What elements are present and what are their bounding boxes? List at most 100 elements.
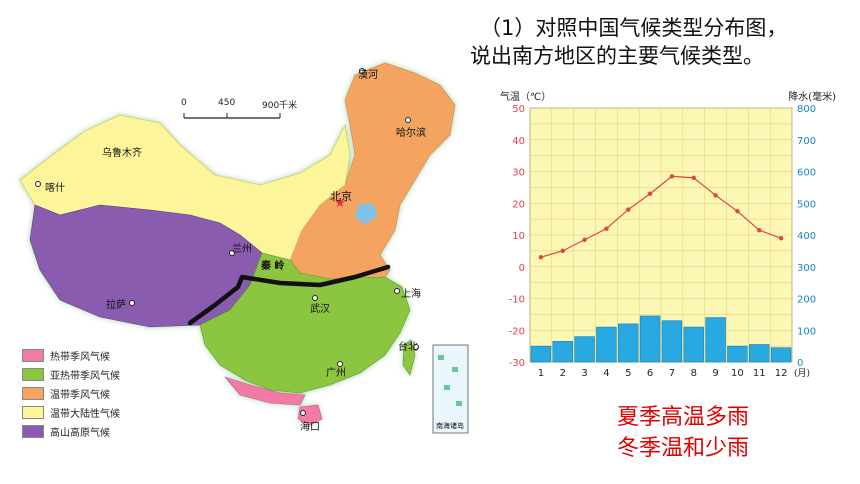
right-tick-label: 500 (797, 199, 816, 210)
city-lanzhou: 兰州 (232, 244, 252, 255)
left-tick-label: 0 (519, 263, 525, 274)
left-tick-label: 40 (512, 136, 525, 147)
label-qinling: 秦 岭 (261, 261, 285, 272)
precip-bar (552, 341, 573, 363)
precip-bar (530, 345, 552, 363)
question-line-1: （1）对照中国气候类型分布图， (480, 16, 788, 40)
temperature-point (691, 175, 696, 181)
legend-swatch (22, 349, 44, 362)
city-lhasa: 拉萨 (106, 300, 126, 311)
right-tick-label: 800 (797, 104, 816, 115)
x-tick-label: 9 (712, 368, 718, 379)
precip-bar (596, 326, 617, 363)
right-tick-label: 0 (797, 358, 803, 369)
answer-line-2: 冬季温和少雨 (616, 436, 749, 461)
right-tick-label: 200 (797, 295, 816, 306)
region-hainan (297, 404, 323, 426)
city-guangzhou: 广州 (326, 368, 346, 379)
region-temperate-monsoon (289, 62, 456, 280)
legend-item: 高山高原气候 (22, 422, 120, 441)
right-tick-label: 600 (797, 168, 816, 179)
legend-item: 温带季风气候 (22, 384, 120, 403)
x-tick-label: 8 (691, 368, 697, 379)
city-taipei: 台北 (398, 342, 418, 353)
right-tick-label: 400 (797, 231, 816, 242)
x-tick-label: 3 (581, 368, 587, 379)
scale-mid: 450 (218, 98, 236, 108)
climate-chart: 50403020100-10-20-3080070060050040030020… (500, 90, 836, 379)
scale-bar (183, 113, 281, 119)
temperature-point (647, 191, 653, 196)
legend-swatch (22, 425, 44, 438)
right-tick-label: 700 (797, 136, 816, 147)
legend-swatch (22, 387, 44, 400)
region-taiwan (402, 339, 416, 376)
precip-bar (705, 317, 726, 363)
left-tick-label: 50 (512, 104, 525, 115)
precip-bar (770, 347, 792, 363)
temperature-point (735, 208, 740, 214)
map-legend: 热带季风气候 亚热带季风气候 温带季风气候 温带大陆性气候 高山高原气候 (22, 346, 120, 441)
temperature-point (778, 235, 784, 241)
legend-swatch (22, 406, 44, 419)
scale-zero: 0 (181, 98, 187, 108)
temperature-point (757, 228, 762, 233)
temperature-point (604, 226, 609, 231)
x-tick-label: 6 (647, 368, 653, 379)
svg-text:★: ★ (334, 196, 346, 211)
city-wuhan: 武汉 (310, 304, 330, 315)
bohai-sea (355, 203, 378, 225)
x-unit-label: (月) (794, 368, 810, 379)
x-tick-label: 4 (603, 368, 609, 379)
label-south-sea: 南海诸岛 (436, 422, 464, 430)
precip-bar (661, 320, 683, 363)
city-kashgar: 喀什 (45, 183, 65, 194)
left-tick-label: -10 (509, 295, 525, 306)
left-axis-label: 气温（℃） (500, 90, 551, 103)
temperature-point (713, 193, 718, 198)
precip-bar (749, 344, 770, 363)
south-sea-inset (432, 344, 469, 434)
right-tick-label: 300 (797, 263, 816, 274)
x-tick-label: 1 (538, 368, 544, 379)
legend-label: 温带大陆性气候 (50, 409, 120, 420)
qinling-huaihe-line (187, 264, 391, 326)
legend-label: 温带季风气候 (50, 390, 110, 401)
question-text: （1）对照中国气候类型分布图， 说出南方地区的主要气候类型。 (470, 14, 858, 70)
right-tick-label: 100 (797, 326, 816, 337)
city-urumqi: 乌鲁木齐 (102, 148, 142, 159)
left-tick-label: -30 (509, 358, 525, 369)
legend-label: 亚热带季风气候 (50, 371, 120, 382)
city-beijing: 北京 (330, 190, 352, 203)
precip-bar (639, 315, 661, 363)
temperature-point (560, 248, 565, 254)
temperature-point (582, 237, 587, 242)
city-mohe: 漠河 (358, 70, 378, 81)
answer-text: 夏季高温多雨 冬季温和少雨 (578, 402, 788, 464)
right-axis-label: 降水(毫米) (788, 90, 836, 103)
city-harbin: 哈尔滨 (396, 128, 426, 139)
legend-label: 高山高原气候 (50, 428, 110, 439)
precip-bar (683, 326, 704, 363)
left-tick-label: 20 (512, 199, 525, 210)
legend-label: 热带季风气候 (50, 352, 110, 363)
scale-max: 900千米 (262, 101, 298, 111)
precip-bar (618, 323, 639, 363)
left-tick-label: -20 (509, 326, 525, 337)
temperature-line (540, 175, 782, 258)
temperature-point (669, 174, 675, 179)
city-haikou: 海口 (300, 422, 320, 433)
precip-bar (727, 345, 748, 363)
question-line-2: 说出南方地区的主要气候类型。 (470, 44, 764, 68)
answer-line-1: 夏季高温多雨 (616, 405, 749, 430)
x-tick-label: 7 (669, 368, 675, 379)
china-climate-map: ★ (19, 62, 469, 434)
temperature-point (538, 255, 544, 260)
city-shanghai: 上海 (401, 289, 421, 300)
x-tick-label: 5 (625, 368, 631, 379)
region-subtropical-monsoon (199, 252, 411, 394)
temperature-point (626, 207, 631, 212)
region-tropical-monsoon (224, 376, 306, 406)
legend-item: 亚热带季风气候 (22, 365, 120, 384)
x-tick-label: 2 (560, 368, 566, 379)
